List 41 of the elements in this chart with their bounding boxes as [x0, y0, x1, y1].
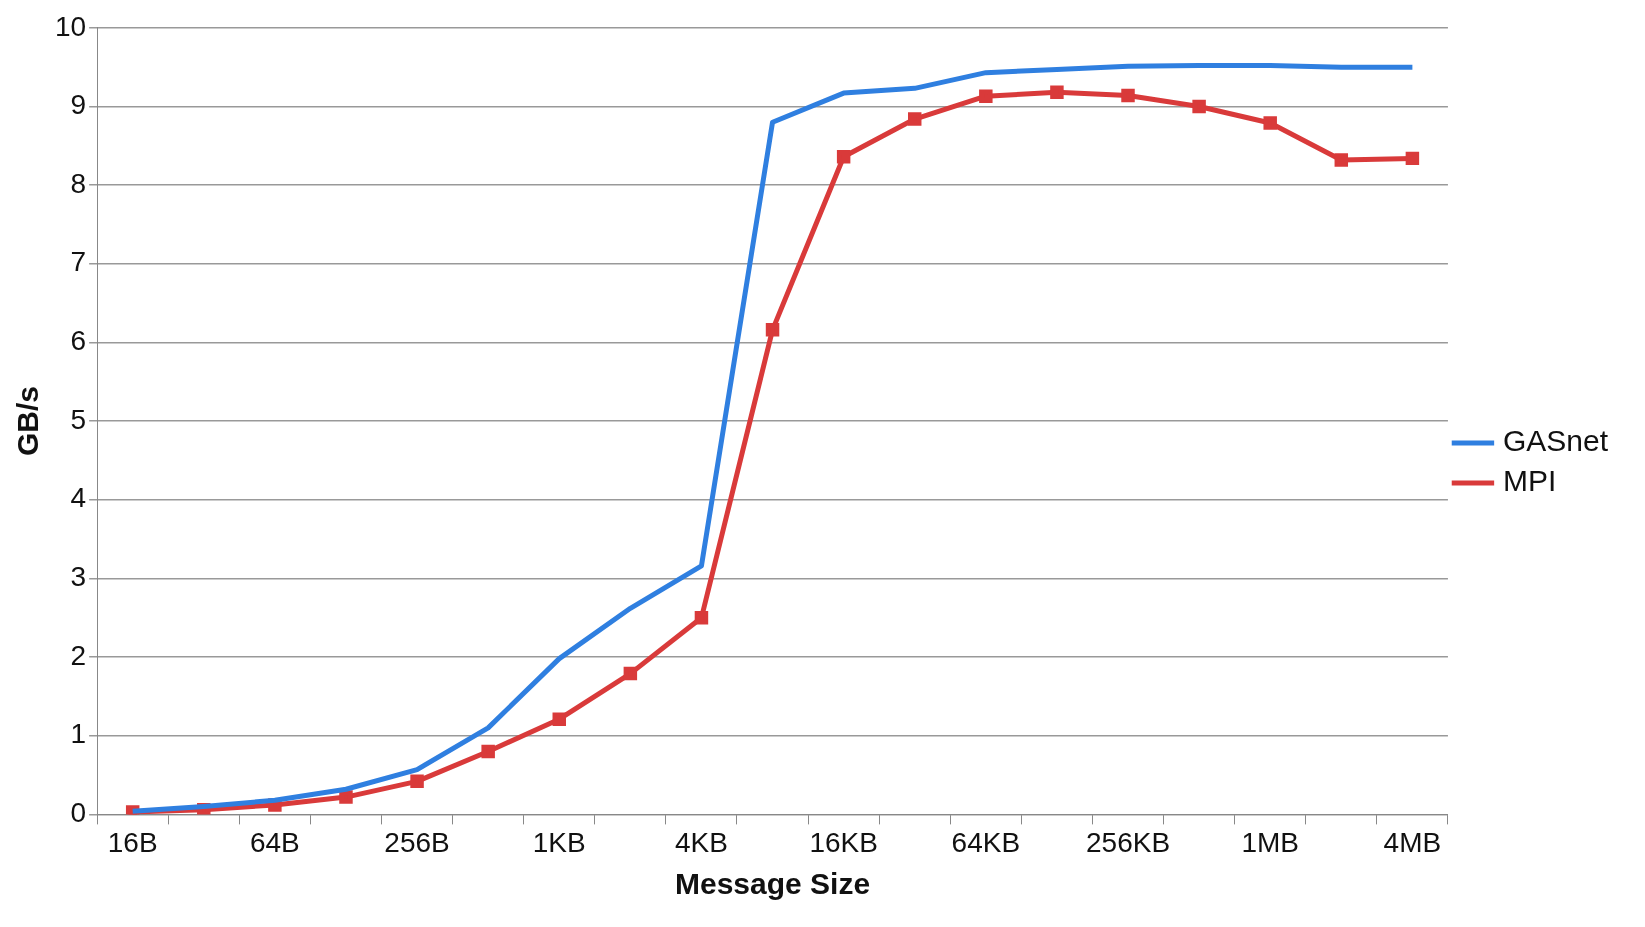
y-axis-title: GB/s [11, 386, 45, 457]
point [1121, 88, 1135, 103]
y-tick-label: 1 [70, 718, 87, 750]
y-tick-label: 4 [70, 482, 87, 514]
y-tick-label: 3 [70, 561, 87, 593]
y-tick-label: 2 [70, 639, 87, 671]
legend-label: GASnet [1502, 424, 1609, 458]
y-tick-label: 9 [70, 89, 87, 121]
x-tick-label: 16B [107, 826, 158, 858]
y-tick-label: 7 [70, 246, 87, 278]
point [1192, 99, 1206, 114]
point [1263, 116, 1277, 130]
x-tick-label: 256KB [1085, 826, 1171, 858]
point [410, 774, 424, 789]
x-tick-label: 1MB [1241, 826, 1299, 858]
y-tick-label: 8 [70, 167, 87, 199]
legend-label: MPI [1502, 464, 1557, 498]
point [694, 611, 709, 625]
x-tick-label: 64B [249, 826, 300, 858]
point [339, 790, 353, 804]
x-tick-label: 4MB [1383, 826, 1442, 858]
x-tick-label: 1KB [532, 826, 586, 858]
y-tick-label: 6 [70, 325, 87, 357]
point [979, 89, 993, 103]
point [1405, 151, 1420, 166]
x-tick-label: 256B [384, 826, 450, 858]
x-tick-label: 16KB [809, 826, 878, 858]
x-axis-title: Message Size [674, 867, 871, 901]
point [765, 323, 780, 337]
y-tick-label: 5 [70, 403, 87, 435]
x-tick-label: 4KB [674, 826, 728, 858]
point [836, 150, 851, 164]
y-tick-label: 10 [54, 10, 87, 42]
point [1334, 153, 1349, 167]
point [907, 112, 922, 126]
x-tick-label: 64KB [951, 826, 1021, 858]
y-tick-label: 0 [70, 797, 87, 829]
point [623, 666, 638, 681]
point [552, 712, 566, 726]
point [1050, 85, 1064, 100]
point [481, 744, 495, 759]
